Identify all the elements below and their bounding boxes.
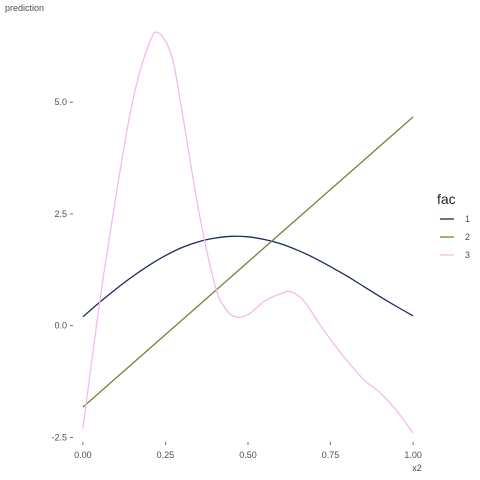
series-line-2 xyxy=(82,116,414,408)
series-line-1 xyxy=(82,235,414,318)
legend-label-1: 1 xyxy=(465,214,470,224)
y-tick-label: -2.5 xyxy=(51,433,67,443)
x-tick-label: 0.75 xyxy=(322,450,340,460)
legend-label-3: 3 xyxy=(465,250,470,260)
x-tick-label: 0.25 xyxy=(157,450,175,460)
y-axis-title: prediction xyxy=(5,3,44,13)
x-axis-title: x2 xyxy=(412,463,422,473)
series-layer xyxy=(82,31,414,434)
y-tick-label: 2.5 xyxy=(54,209,67,219)
y-tick-label: 5.0 xyxy=(54,97,67,107)
legend: fac 1 2 3 xyxy=(437,191,470,260)
x-tick-label: 1.00 xyxy=(404,450,422,460)
legend-label-2: 2 xyxy=(465,232,470,242)
x-tick-label: 0.50 xyxy=(239,450,257,460)
axis-layer: -2.5 0.0 2.5 5.0 0.00 0.25 0.50 0.75 1.00 xyxy=(51,97,421,460)
x-tick-label: 0.00 xyxy=(74,450,92,460)
y-tick-label: 0.0 xyxy=(54,321,67,331)
legend-title: fac xyxy=(437,191,456,207)
series-line-3 xyxy=(82,31,414,434)
